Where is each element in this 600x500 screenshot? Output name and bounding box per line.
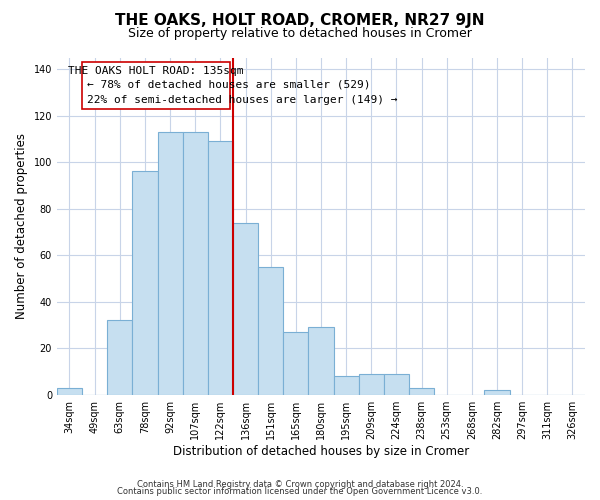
- Bar: [409, 388, 434, 394]
- Text: THE OAKS, HOLT ROAD, CROMER, NR27 9JN: THE OAKS, HOLT ROAD, CROMER, NR27 9JN: [115, 12, 485, 28]
- Bar: [208, 141, 233, 395]
- Bar: [233, 222, 258, 394]
- Bar: [283, 332, 308, 394]
- Bar: [258, 267, 283, 394]
- Bar: [334, 376, 359, 394]
- Bar: [158, 132, 182, 394]
- Text: Contains HM Land Registry data © Crown copyright and database right 2024.: Contains HM Land Registry data © Crown c…: [137, 480, 463, 489]
- Text: 22% of semi-detached houses are larger (149) →: 22% of semi-detached houses are larger (…: [87, 94, 398, 104]
- X-axis label: Distribution of detached houses by size in Cromer: Distribution of detached houses by size …: [173, 444, 469, 458]
- Bar: [182, 132, 208, 394]
- Text: ← 78% of detached houses are smaller (529): ← 78% of detached houses are smaller (52…: [87, 80, 371, 90]
- Bar: [107, 320, 133, 394]
- FancyBboxPatch shape: [82, 62, 230, 108]
- Bar: [133, 172, 158, 394]
- Bar: [384, 374, 409, 394]
- Bar: [484, 390, 509, 394]
- Text: Size of property relative to detached houses in Cromer: Size of property relative to detached ho…: [128, 28, 472, 40]
- Text: THE OAKS HOLT ROAD: 135sqm: THE OAKS HOLT ROAD: 135sqm: [68, 66, 244, 76]
- Text: Contains public sector information licensed under the Open Government Licence v3: Contains public sector information licen…: [118, 487, 482, 496]
- Bar: [308, 328, 334, 394]
- Bar: [359, 374, 384, 394]
- Y-axis label: Number of detached properties: Number of detached properties: [15, 133, 28, 319]
- Bar: [57, 388, 82, 394]
